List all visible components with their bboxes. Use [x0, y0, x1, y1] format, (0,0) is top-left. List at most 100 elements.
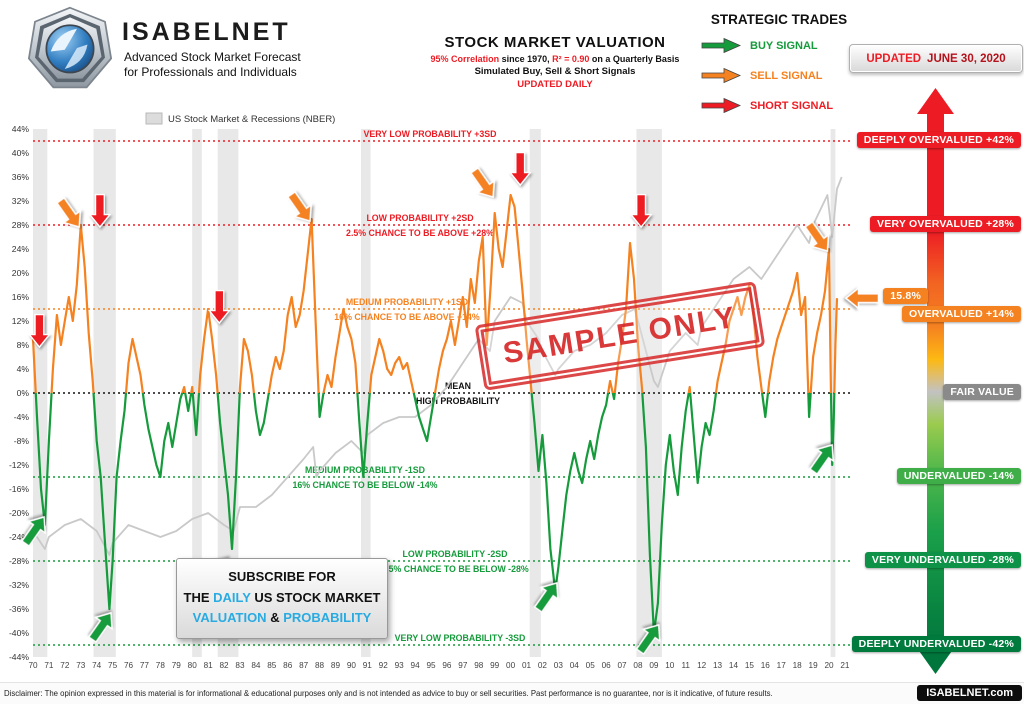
x-axis-tick: 73 [76, 661, 86, 670]
recession-band [192, 129, 202, 657]
short-signal-arrow [508, 151, 532, 187]
y-axis-tick: -20% [9, 508, 29, 518]
y-axis-tick: -4% [14, 412, 30, 422]
x-axis-tick: 82 [219, 661, 229, 670]
y-axis-tick: 12% [12, 316, 30, 326]
x-axis-tick: 72 [60, 661, 70, 670]
x-axis-tick: 14 [729, 661, 739, 670]
y-axis-tick: 28% [12, 220, 30, 230]
threshold-label: HIGH PROBABILITY [416, 396, 500, 406]
subscribe-line-2: THE DAILY US STOCK MARKET [183, 590, 381, 605]
subscribe-box[interactable]: SUBSCRIBE FOR THE DAILY US STOCK MARKET … [176, 558, 388, 639]
valuation-line-positive [31, 193, 839, 393]
x-axis-tick: 95 [426, 661, 436, 670]
sell-signal-arrow [804, 220, 830, 252]
threshold-label: 16% CHANCE TO BE BELOW -14% [292, 480, 437, 490]
x-axis-tick: 79 [172, 661, 182, 670]
y-axis-tick: -36% [9, 604, 29, 614]
y-axis-tick: -16% [9, 484, 29, 494]
y-axis-tick: -40% [9, 628, 29, 638]
threshold-label: LOW PROBABILITY +2SD [366, 213, 473, 223]
x-axis-tick: 98 [474, 661, 484, 670]
x-axis-tick: 04 [570, 661, 580, 670]
x-axis-tick: 83 [235, 661, 245, 670]
x-axis-tick: 96 [442, 661, 452, 670]
x-axis-tick: 08 [633, 661, 643, 670]
x-axis-tick: 80 [188, 661, 198, 670]
buy-signal-arrow [533, 582, 559, 614]
short-signal-arrow [629, 193, 653, 229]
x-axis-tick: 17 [777, 661, 787, 670]
sell-signal-arrow [56, 196, 81, 228]
x-axis-tick: 74 [92, 661, 102, 670]
subscribe-line-3: VALUATION & PROBABILITY [192, 610, 372, 625]
y-axis-tick: 8% [17, 340, 30, 350]
x-axis-tick: 02 [538, 661, 548, 670]
y-axis-tick: 44% [12, 124, 30, 134]
threshold-label: 2.5% CHANCE TO BE BELOW -28% [381, 564, 529, 574]
x-axis-tick: 13 [713, 661, 723, 670]
x-axis-tick: 18 [793, 661, 803, 670]
x-axis-tick: 00 [506, 661, 516, 670]
x-axis-tick: 86 [283, 661, 293, 670]
x-axis-tick: 11 [681, 661, 690, 670]
x-axis-tick: 15 [745, 661, 755, 670]
x-axis-tick: 12 [697, 661, 707, 670]
x-axis-tick: 01 [522, 661, 532, 670]
short-signal-arrow [207, 289, 231, 325]
x-axis-tick: 91 [363, 661, 373, 670]
threshold-label: 2.5% CHANCE TO BE ABOVE +28% [346, 228, 494, 238]
x-axis-tick: 85 [267, 661, 277, 670]
scale-up-arrow-icon [917, 88, 954, 114]
buy-signal-arrow [20, 516, 46, 548]
x-axis-tick: 94 [411, 661, 421, 670]
threshold-label: VERY LOW PROBABILITY -3SD [395, 633, 526, 643]
x-axis-tick: 75 [108, 661, 118, 670]
y-axis-tick: -24% [9, 532, 29, 542]
threshold-label: LOW PROBABILITY -2SD [403, 549, 508, 559]
buy-signal-arrow [809, 444, 834, 476]
x-axis-tick: 21 [840, 661, 850, 670]
threshold-label: MEAN [445, 381, 471, 391]
y-axis-tick: -28% [9, 556, 29, 566]
valuation-line-negative [34, 393, 836, 635]
x-axis-tick: 78 [156, 661, 166, 670]
threshold-label: 16% CHANCE TO BE ABOVE +14% [334, 312, 480, 322]
y-axis-tick: 0% [17, 388, 30, 398]
x-axis-tick: 06 [602, 661, 612, 670]
subscribe-line-1: SUBSCRIBE FOR [228, 569, 336, 584]
y-axis-tick: -32% [9, 580, 29, 590]
x-axis-tick: 89 [331, 661, 341, 670]
buy-signal-arrow [87, 612, 113, 644]
disclaimer-text: Disclaimer: The opinion expressed in thi… [4, 689, 773, 698]
x-axis-tick: 70 [28, 661, 38, 670]
x-axis-tick: 90 [347, 661, 357, 670]
x-axis-tick: 71 [44, 661, 54, 670]
current-value-arrow [844, 286, 880, 310]
valuation-scale-bar [927, 112, 944, 650]
x-axis-tick: 03 [554, 661, 564, 670]
x-axis-tick: 93 [395, 661, 405, 670]
sell-signal-arrow [286, 190, 312, 222]
x-axis-tick: 88 [315, 661, 325, 670]
y-axis-tick: 24% [12, 244, 30, 254]
y-axis-tick: 4% [17, 364, 30, 374]
x-axis-tick: 16 [761, 661, 771, 670]
isabelnet-site-badge[interactable]: ISABELNET.com [917, 685, 1022, 701]
x-axis-tick: 97 [458, 661, 468, 670]
x-axis-tick: 07 [617, 661, 627, 670]
x-axis-tick: 10 [665, 661, 675, 670]
y-axis-tick: -44% [9, 652, 29, 662]
recession-band [529, 129, 541, 657]
x-axis-tick: 76 [124, 661, 134, 670]
y-axis-tick: -12% [9, 460, 29, 470]
short-signal-arrow [27, 313, 51, 349]
x-axis-tick: 92 [379, 661, 389, 670]
y-axis-tick: 20% [12, 268, 30, 278]
chart-legend-label: US Stock Market & Recessions (NBER) [168, 114, 335, 125]
threshold-label: VERY LOW PROBABILITY +3SD [363, 129, 496, 139]
x-axis-tick: 81 [204, 661, 214, 670]
recession-band [361, 129, 371, 657]
y-axis-tick: 32% [12, 196, 30, 206]
